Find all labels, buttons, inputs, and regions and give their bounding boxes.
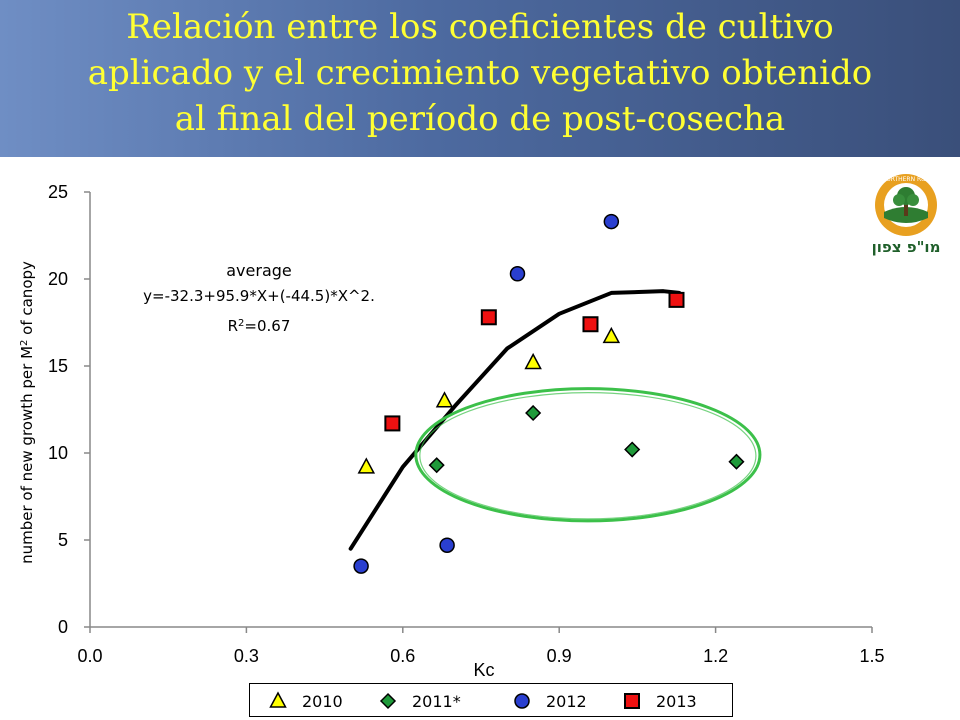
trend-line: [348, 289, 682, 551]
logo-text: מו"פ צפון: [872, 238, 941, 256]
y-tick-label: 0: [58, 617, 68, 637]
legend-marker-2012: [514, 693, 530, 709]
legend-marker-2010: [269, 691, 287, 708]
y-tick-label: 25: [48, 182, 68, 202]
data-point-2011-2: [624, 441, 641, 458]
legend-label-2013: 2013: [656, 692, 697, 711]
data-point-2012-0: [353, 558, 369, 574]
highlight-ellipse: [414, 387, 762, 523]
slide-title: Relación entre los coeficientes de culti…: [0, 0, 960, 142]
data-point-2010-2: [524, 352, 542, 370]
x-tick-label: 0.3: [234, 646, 259, 666]
data-point-2013-0: [384, 415, 401, 432]
chart-legend: 2010 2011* 2012 2013: [249, 683, 733, 717]
tree-emblem-icon: [893, 187, 919, 216]
legend-marker-2013: [624, 693, 640, 709]
y-axis-label: number of new growth per M2 of canopy: [18, 261, 36, 564]
data-point-2010-3: [602, 326, 621, 344]
legend-marker-2011: [379, 692, 397, 710]
data-point-2010-0: [357, 457, 376, 474]
title-line-2: aplicado y el crecimiento vegetativo obt…: [87, 53, 873, 93]
data-point-2012-2: [509, 266, 526, 282]
data-point-2012-3: [603, 213, 620, 230]
annotation-equation: y=-32.3+95.9*X+(-44.5)*X^2.: [143, 287, 375, 305]
scatter-chart: 0 5 10 15 20 25 0.0 0.3 0.6 0.9 1.2 1.5 Kc number of …: [18, 182, 885, 680]
data-point-2011-3: [728, 453, 745, 470]
title-line-3: al final del período de post-cosecha: [174, 99, 786, 139]
data-point-2011-1: [525, 404, 542, 422]
title-line-1: Relación entre los coeficientes de culti…: [126, 7, 834, 47]
annotation-r2: R2=0.67: [228, 317, 291, 335]
highlight-ellipse-inner: [419, 392, 757, 520]
legend-label-2010: 2010: [302, 692, 343, 711]
x-tick-label: 0.6: [390, 646, 415, 666]
x-tick-label: 0.0: [77, 646, 102, 666]
y-tick-label: 15: [48, 356, 68, 376]
data-point-2013-3: [668, 291, 685, 308]
y-tick-label: 20: [48, 269, 68, 289]
data-point-2013-1: [480, 309, 497, 326]
logo: NORTHERN R&D מו"פ צפון: [872, 174, 941, 256]
legend-label-2011: 2011*: [412, 692, 461, 711]
data-point-2012-1: [439, 537, 455, 553]
title-banner: Relación entre los coeficientes de culti…: [0, 0, 960, 157]
x-axis-label: Kc: [473, 660, 494, 680]
data-point-2013-2: [582, 316, 599, 333]
annotation-title: average: [226, 261, 292, 280]
data-point-2011-0: [428, 457, 445, 474]
x-tick-label: 0.9: [547, 646, 572, 666]
legend-label-2012: 2012: [546, 692, 587, 711]
logo-ring-text: NORTHERN R&D: [882, 176, 931, 183]
y-tick-label: 5: [58, 530, 68, 550]
x-tick-label: 1.2: [703, 646, 728, 666]
x-tick-label: 1.5: [859, 646, 884, 666]
y-tick-label: 10: [48, 443, 68, 463]
data-point-2010-1: [435, 391, 454, 408]
